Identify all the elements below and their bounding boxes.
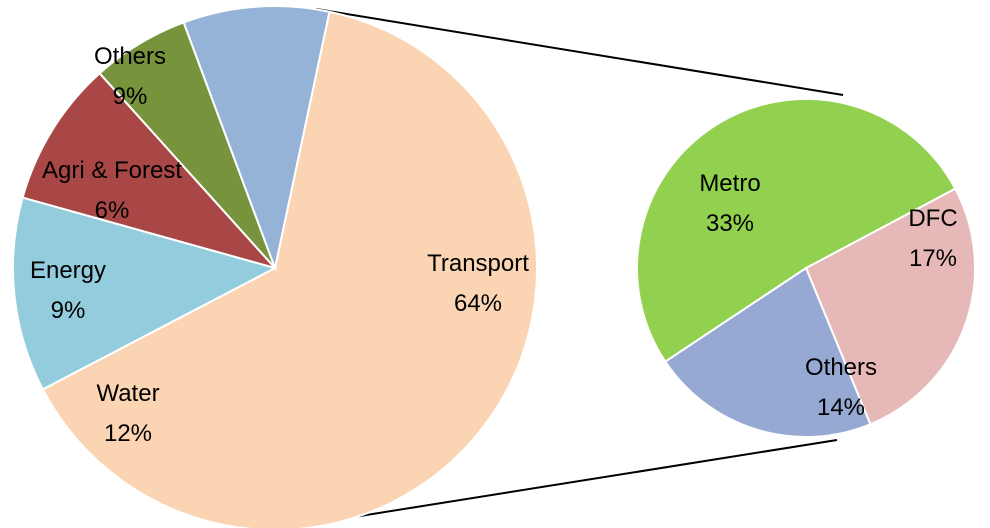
transport-slice-metro	[636, 97, 957, 363]
transport-slice-others	[663, 266, 872, 438]
transport-value-others: 14%	[817, 394, 865, 421]
main-value-water: 12%	[104, 420, 152, 447]
main-label-water: Water	[96, 380, 159, 407]
main-pie	[12, 5, 538, 528]
main-value-energy: 9%	[51, 297, 86, 324]
main-slice-water	[12, 196, 278, 391]
main-slice-energy	[21, 71, 279, 270]
main-label-agri-forest: Agri & Forest	[42, 157, 182, 184]
main-value-transport: 64%	[454, 290, 502, 317]
slice-labels: Transport 64% Water 12% Energy 9% Agri & Fores…	[30, 43, 958, 447]
transport-label-dfc: DFC	[908, 205, 957, 232]
main-value-agri-forest: 6%	[95, 197, 130, 224]
transport-value-dfc: 17%	[909, 245, 957, 272]
main-label-others: Others	[94, 43, 166, 70]
transport-label-metro: Metro	[699, 170, 760, 197]
main-label-energy: Energy	[30, 257, 106, 284]
connector-line-top	[315, 8, 844, 96]
transport-label-others: Others	[805, 354, 877, 381]
connector-lines	[315, 8, 844, 524]
transport-slice-dfc	[804, 187, 976, 426]
main-slice-transport	[41, 10, 538, 528]
main-value-others: 9%	[113, 83, 148, 110]
transport-breakdown-pie	[636, 97, 976, 438]
connector-line-bottom	[315, 439, 838, 524]
main-label-transport: Transport	[427, 250, 529, 277]
transport-value-metro: 33%	[706, 210, 754, 237]
main-slice-others	[182, 5, 331, 272]
